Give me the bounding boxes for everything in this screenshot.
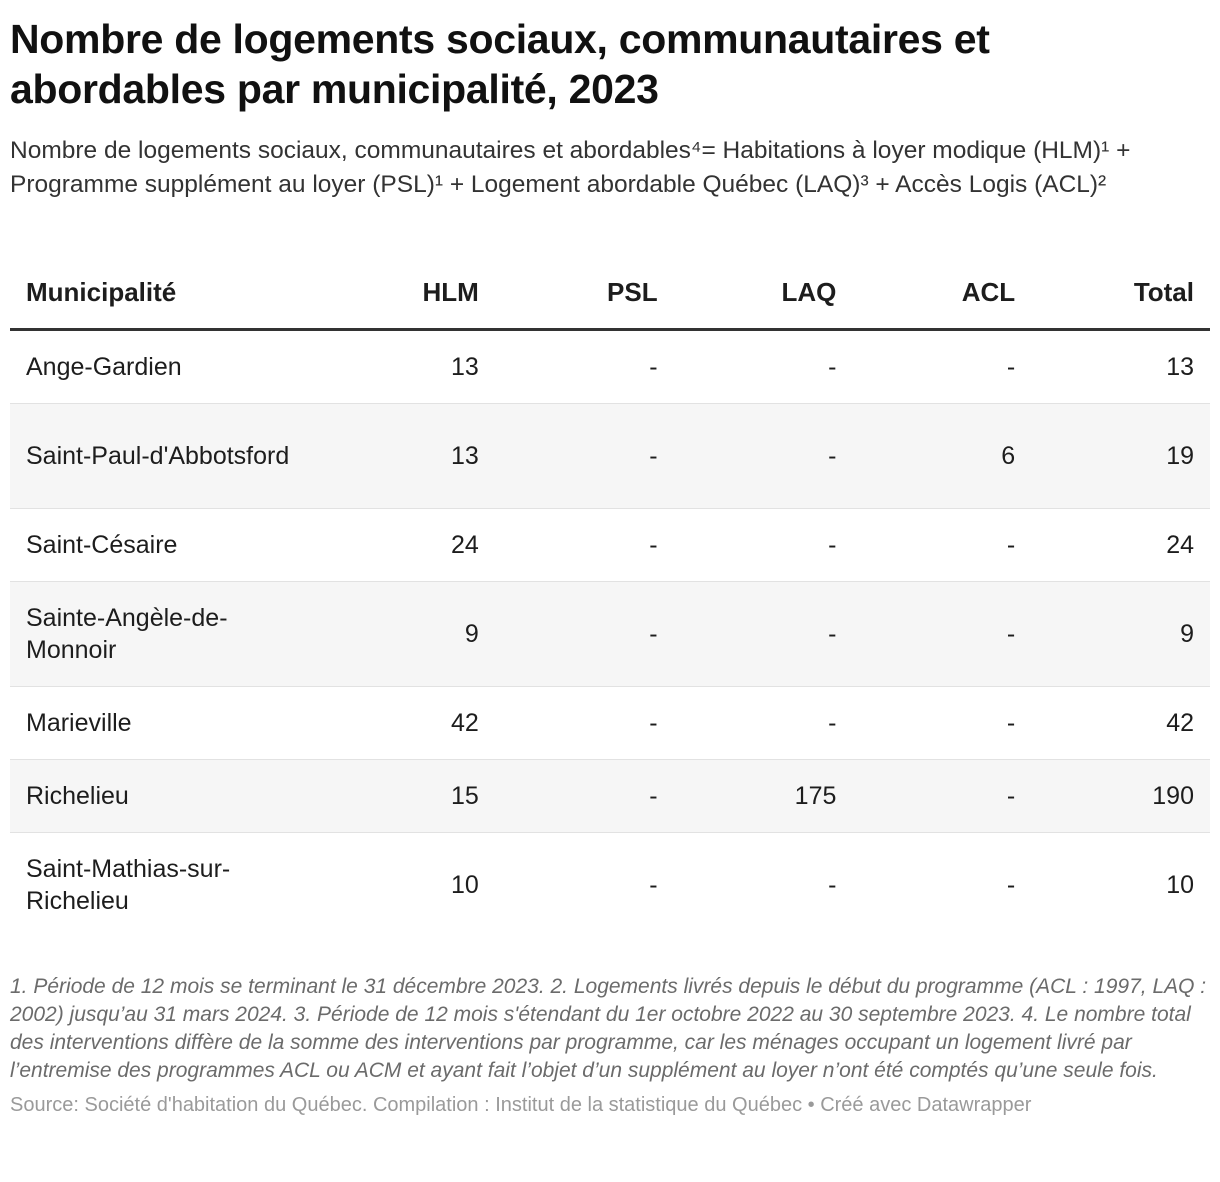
cell-laq: - <box>828 871 837 899</box>
cell-total: 9 <box>1031 581 1210 687</box>
cell-total: 190 <box>1031 759 1210 833</box>
cell-acl: - <box>852 329 1032 404</box>
cell-municipalite: Ange-Gardien <box>10 329 316 404</box>
cell-municipalite: Richelieu <box>10 759 316 833</box>
cell-hlm: 24 <box>316 508 495 582</box>
cell-psl: - <box>494 329 674 404</box>
cell-municipalite: Marieville <box>10 686 316 760</box>
chart-container: Nombre de logements sociaux, communautai… <box>10 16 1210 1116</box>
column-header-acl: ACL <box>852 256 1032 331</box>
cell-psl: - <box>649 871 658 899</box>
cell-total: 42 <box>1031 686 1210 760</box>
column-header-hlm: HLM <box>316 256 495 331</box>
cell-total: 24 <box>1031 508 1210 582</box>
cell-acl: - <box>1006 871 1016 899</box>
column-header-laq: LAQ <box>673 256 853 331</box>
cell-acl: - <box>852 581 1032 687</box>
cell-acl: - <box>852 759 1032 833</box>
source-credit: Source: Société d'habitation du Québec. … <box>10 1094 1032 1116</box>
chart-title: Nombre de logements sociaux, communautai… <box>10 16 990 112</box>
table-row: Saint-Mathias-sur-Richelieu 10 - - - 10 <box>10 833 1210 938</box>
cell-municipalite: Saint-Mathias-sur-Richelieu <box>26 855 231 915</box>
cell-psl: - <box>494 759 674 833</box>
cell-psl: - <box>494 508 674 582</box>
cell-hlm: 9 <box>316 581 495 687</box>
table-row: Saint-Paul-d'Abbotsford 13 - - 6 19 <box>10 403 1210 509</box>
table-row: Richelieu 15 - 175 - 190 <box>10 759 1210 833</box>
cell-hlm: 10 <box>450 871 479 899</box>
column-header-total: Total <box>1031 256 1210 331</box>
table-row: Ange-Gardien 13 - - - 13 <box>10 329 1210 404</box>
table-header-row: Municipalité HLM PSL LAQ ACL Total <box>10 256 1210 331</box>
cell-laq: - <box>673 581 853 687</box>
cell-total: 13 <box>1031 329 1210 404</box>
cell-laq: - <box>673 508 853 582</box>
data-table: Municipalité HLM PSL LAQ ACL Total Ange-… <box>10 256 1210 937</box>
cell-laq: - <box>673 403 853 509</box>
chart-subtitle: Nombre de logements sociaux, communautai… <box>10 137 1131 198</box>
cell-laq: - <box>673 329 853 404</box>
cell-acl: 6 <box>852 403 1032 509</box>
cell-acl: - <box>852 508 1032 582</box>
cell-municipalite: Saint-Césaire <box>10 508 316 582</box>
cell-laq: - <box>673 686 853 760</box>
cell-hlm: 15 <box>316 759 495 833</box>
cell-psl: - <box>494 686 674 760</box>
footnotes: 1. Période de 12 mois se terminant le 31… <box>10 975 1207 1082</box>
cell-total: 10 <box>1166 871 1194 899</box>
cell-municipalite: Sainte-Angèle-de-Monnoir <box>10 581 316 687</box>
cell-psl: - <box>494 581 674 687</box>
table-row: Saint-Césaire 24 - - - 24 <box>10 508 1210 582</box>
cell-acl: - <box>852 686 1032 760</box>
column-header-municipalite: Municipalité <box>10 256 316 331</box>
cell-hlm: 13 <box>316 403 495 509</box>
table-row: Marieville 42 - - - 42 <box>10 686 1210 760</box>
cell-municipalite: Saint-Paul-d'Abbotsford <box>10 403 316 509</box>
column-header-psl: PSL <box>494 256 674 331</box>
cell-total: 19 <box>1031 403 1210 509</box>
cell-psl: - <box>494 403 674 509</box>
cell-hlm: 13 <box>316 329 495 404</box>
cell-hlm: 42 <box>316 686 495 760</box>
table-row: Sainte-Angèle-de-Monnoir 9 - - - 9 <box>10 581 1210 687</box>
cell-laq: 175 <box>673 759 853 833</box>
